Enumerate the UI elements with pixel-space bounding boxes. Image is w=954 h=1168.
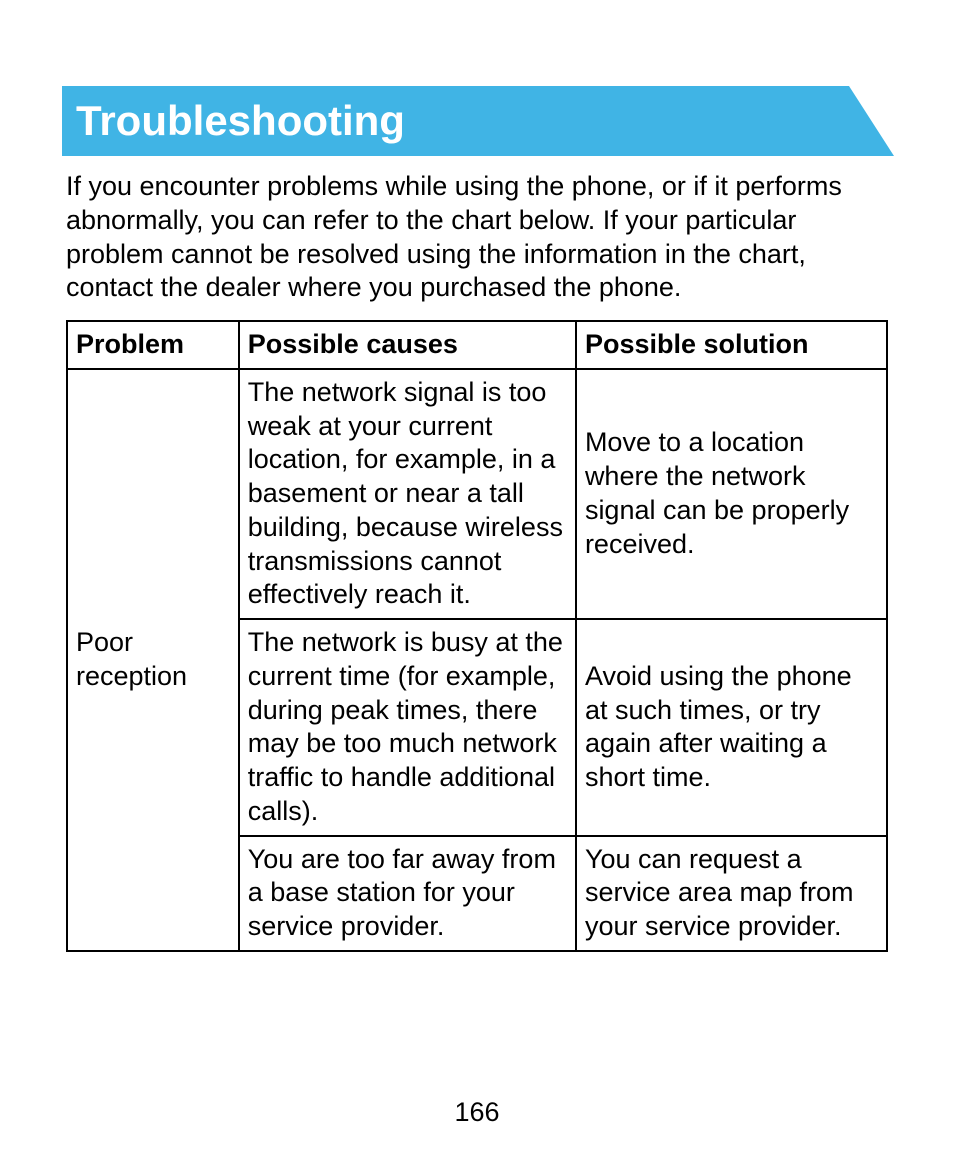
column-header-solution: Possible solution (576, 321, 887, 369)
page-number: 166 (0, 1097, 954, 1128)
cell-problem: Poor reception (67, 369, 239, 951)
cell-cause: The network signal is too weak at your c… (239, 369, 576, 619)
column-header-problem: Problem (67, 321, 239, 369)
cell-cause: You are too far away from a base station… (239, 836, 576, 951)
header-corner-decoration (849, 86, 894, 156)
table-row: Poor reception The network signal is too… (67, 369, 887, 619)
column-header-cause: Possible causes (239, 321, 576, 369)
cell-cause: The network is busy at the current time … (239, 619, 576, 836)
header-banner: Troubleshooting (62, 86, 894, 156)
intro-paragraph: If you encounter problems while using th… (66, 170, 886, 305)
table-header-row: Problem Possible causes Possible solutio… (67, 321, 887, 369)
cell-solution: Move to a location where the network sig… (576, 369, 887, 619)
cell-solution: You can request a service area map from … (576, 836, 887, 951)
cell-solution: Avoid using the phone at such times, or … (576, 619, 887, 836)
page-title: Troubleshooting (76, 97, 405, 145)
troubleshooting-table: Problem Possible causes Possible solutio… (66, 320, 888, 952)
